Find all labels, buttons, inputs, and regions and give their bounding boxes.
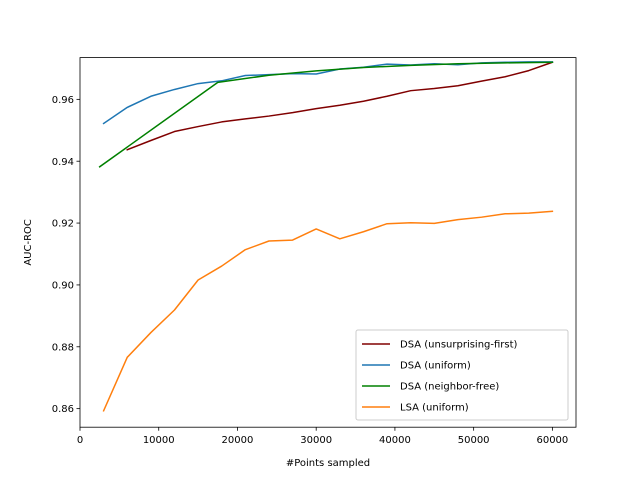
y-axis-label: AUC-ROC <box>23 219 34 266</box>
series-line-3 <box>102 210 554 412</box>
x-tick-label: 60000 <box>536 435 568 446</box>
x-axis: 0 10000 20000 30000 40000 50000 60000 <box>77 427 568 446</box>
plot-frame <box>79 57 577 428</box>
y-tick-label: 0.94 <box>52 157 74 168</box>
y-axis: 0.86 0.88 0.90 0.92 0.94 0.96 <box>52 95 80 415</box>
series-line-0 <box>126 61 554 151</box>
x-axis-label: #Points sampled <box>286 458 370 469</box>
x-tick-label: 0 <box>77 435 83 446</box>
y-tick-label: 0.86 <box>52 404 74 415</box>
legend-label: DSA (neighbor-free) <box>400 382 499 393</box>
plot-lines <box>98 61 554 412</box>
x-tick-label: 10000 <box>143 435 175 446</box>
x-tick-label: 20000 <box>222 435 254 446</box>
y-tick-label: 0.92 <box>52 219 74 230</box>
x-tick-label: 30000 <box>300 435 332 446</box>
legend-label: DSA (uniform) <box>400 361 471 372</box>
series-line-2 <box>98 61 554 168</box>
x-tick-label: 40000 <box>379 435 411 446</box>
legend-label: LSA (uniform) <box>400 403 469 414</box>
y-tick-label: 0.88 <box>52 342 74 353</box>
y-tick-label: 0.96 <box>52 95 74 106</box>
x-tick-label: 50000 <box>458 435 490 446</box>
legend: DSA (unsurprising-first) DSA (uniform) DSA… <box>355 329 569 421</box>
legend-frame <box>355 329 569 421</box>
y-tick-label: 0.90 <box>52 281 74 292</box>
legend-label: DSA (unsurprising-first) <box>400 340 518 351</box>
